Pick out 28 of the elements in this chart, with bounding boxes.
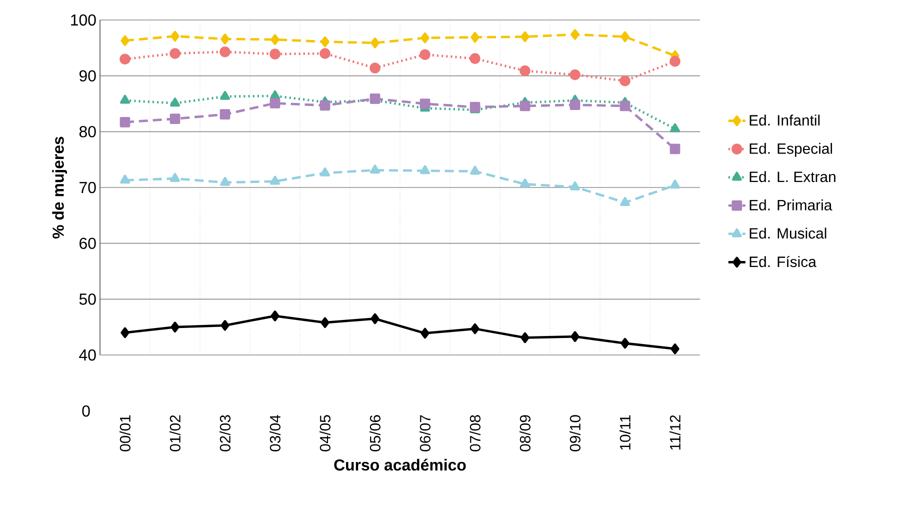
y-tick-label: 40 <box>79 349 96 361</box>
legend-label: Ed. L. Extran <box>750 171 836 182</box>
x-tick-label: 11/12 <box>670 415 680 450</box>
legend-label: Ed. Especial <box>750 142 832 157</box>
text: 0 <box>82 405 90 417</box>
y-tick-label: 100 <box>71 14 96 26</box>
legend-label: Ed. Física <box>750 256 816 268</box>
x-tick-label: 03/04 <box>270 414 280 452</box>
legend-label: Ed. Musical <box>750 228 826 239</box>
y-tick-label: 80 <box>79 126 96 138</box>
x-tick-label: 10/11 <box>620 415 630 450</box>
y-tick-label: 70 <box>80 182 96 194</box>
x-tick-label: 06/07 <box>420 415 430 452</box>
x-tick-label: 08/09 <box>520 415 530 452</box>
y-tick-label: 90 <box>80 70 96 82</box>
x-axis-title: Curso académico <box>334 458 466 471</box>
x-tick-label: 00/01 <box>120 415 130 452</box>
legend-label: Ed. Infantil <box>750 114 820 126</box>
x-tick-label: 07/08 <box>470 415 480 452</box>
x-tick-label: 01/02 <box>170 415 180 452</box>
y-axis-title: % de mujeres <box>52 136 68 238</box>
legend-label: Ed. Primaria <box>750 199 832 210</box>
x-tick-label: 09/10 <box>570 415 580 452</box>
x-tick-label: 04/05 <box>320 415 330 452</box>
y-tick-label: 60 <box>80 238 96 249</box>
x-tick-label: 05/06 <box>370 415 380 452</box>
x-tick-label: 02/03 <box>220 415 230 452</box>
y-tick-label: 50 <box>79 294 96 305</box>
